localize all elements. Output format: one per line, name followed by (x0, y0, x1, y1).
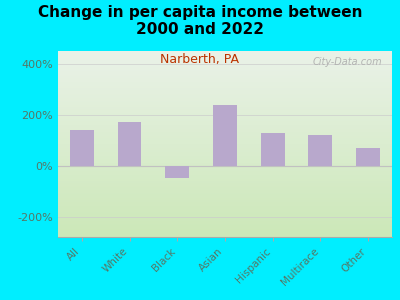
Bar (70, 130, 94, 166)
Bar (165, 166, 189, 178)
Bar (308, 135, 332, 166)
Bar (118, 122, 142, 166)
Bar (213, 104, 237, 166)
Text: City-Data.com: City-Data.com (312, 57, 382, 67)
Text: Narberth, PA: Narberth, PA (160, 52, 240, 65)
Bar (356, 148, 380, 166)
Bar (261, 133, 285, 166)
Text: Change in per capita income between
2000 and 2022: Change in per capita income between 2000… (38, 4, 362, 37)
